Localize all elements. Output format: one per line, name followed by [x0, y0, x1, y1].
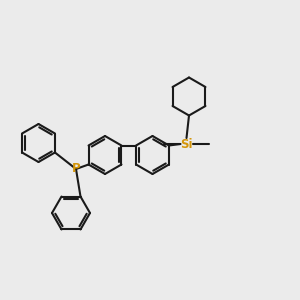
Text: P: P — [72, 163, 80, 176]
Text: Si: Si — [180, 137, 193, 151]
